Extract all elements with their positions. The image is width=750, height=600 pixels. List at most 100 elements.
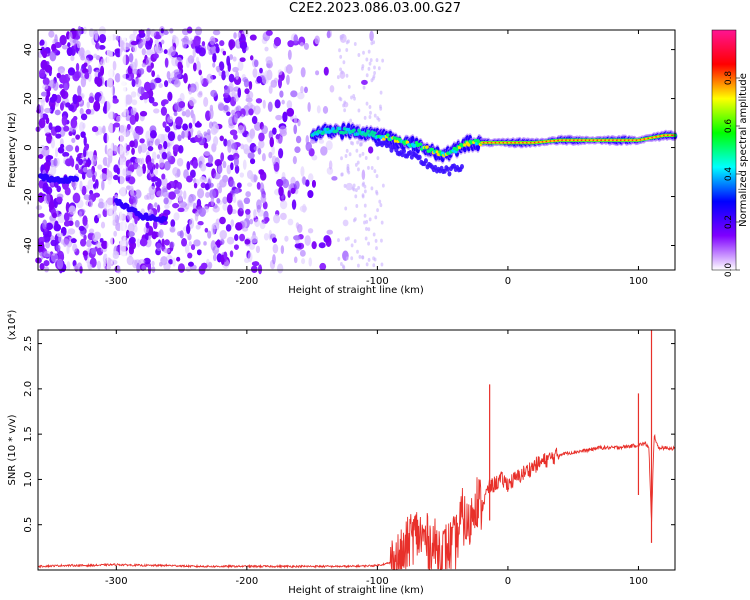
spectrogram-noise-blob <box>148 185 156 195</box>
spectrogram-noise-blob <box>226 236 235 245</box>
spectrogram-noise-blob <box>96 42 100 51</box>
spectrogram-noise-blob <box>299 42 304 47</box>
spectrogram-noise-blob <box>44 266 49 273</box>
spectrogram-noise-blob <box>229 180 236 188</box>
spectrogram-noise-blob <box>85 108 92 115</box>
spectrogram-noise-field <box>35 25 385 275</box>
spectrogram-gap <box>119 30 126 270</box>
spectrogram-noise-blob <box>369 58 373 63</box>
spectrogram-noise-blob <box>325 236 332 248</box>
spectrogram-noise-blob <box>308 173 314 182</box>
spectrogram-noise-blob <box>220 152 225 162</box>
spectrogram-noise-blob <box>172 202 180 209</box>
snr-x-axis: -300 -200 -100 0 100 <box>105 330 648 587</box>
spectrogram-noise-blob <box>151 231 157 240</box>
spectrogram-noise-blob <box>51 93 56 100</box>
spectrogram-noise-blob <box>208 121 213 129</box>
spectrogram-noise-blob <box>97 164 103 170</box>
spectrogram-noise-blob <box>168 45 177 57</box>
spectrogram-noise-blob <box>141 62 147 68</box>
spectrogram-noise-blob <box>167 116 174 123</box>
spectrogram-noise-blob <box>213 172 221 180</box>
spectrogram-noise-blob <box>194 122 202 128</box>
spectrogram-noise-blob <box>83 136 87 147</box>
spectrogram-noise-blob <box>169 227 176 233</box>
spectrogram-noise-blob <box>232 56 237 62</box>
spectrogram-noise-blob <box>64 220 71 227</box>
spectrogram-noise-blob <box>280 245 285 255</box>
spectrogram-noise-blob <box>293 34 299 44</box>
spectrogram-noise-blob <box>154 202 158 208</box>
spectrogram-noise-blob <box>54 147 59 158</box>
spectrogram-noise-blob <box>222 50 226 56</box>
spectrogram-noise-blob <box>374 215 378 220</box>
spectrogram-noise-blob <box>56 196 63 203</box>
spectrogram-noise-blob <box>200 182 206 189</box>
spectrogram-noise-blob <box>46 155 54 160</box>
spectrogram-noise-blob <box>179 230 184 239</box>
spectrogram-ridge-segment <box>423 158 428 164</box>
spectrogram-noise-blob <box>78 158 84 166</box>
spectrogram-noise-blob <box>45 222 54 231</box>
spectrogram-noise-blob <box>245 97 253 103</box>
spectrogram-noise-blob <box>272 254 276 265</box>
spectrogram-noise-blob <box>294 180 300 190</box>
spectrogram-noise-blob <box>102 208 108 218</box>
spectrogram-noise-blob <box>294 243 302 249</box>
spectrogram-noise-blob <box>176 256 181 262</box>
spectrogram-noise-blob <box>172 257 176 267</box>
spectrogram-noise-blob <box>161 99 166 107</box>
spectrogram-noise-blob <box>302 176 306 186</box>
spectrogram-noise-blob <box>249 218 254 225</box>
spectrogram-noise-blob <box>82 215 88 227</box>
spectrogram-noise-blob <box>156 190 164 197</box>
spectrogram-noise-blob <box>173 79 181 88</box>
spectrogram-noise-blob <box>95 241 102 248</box>
spectrogram-noise-blob <box>153 53 159 59</box>
spectrogram-noise-blob <box>345 73 349 78</box>
spectrogram-noise-blob <box>63 212 70 222</box>
spectrogram-noise-blob <box>247 182 253 187</box>
spectrogram-noise-blob <box>320 146 328 156</box>
spectrogram-noise-blob <box>281 99 285 105</box>
spectrogram-noise-blob <box>233 134 238 140</box>
spectrogram-noise-blob <box>160 39 165 45</box>
spectrogram-noise-blob <box>189 218 195 229</box>
spectrogram-noise-blob <box>367 241 370 246</box>
spectrogram-noise-blob <box>38 236 45 244</box>
spectrogram-noise-blob <box>286 107 295 117</box>
spectrogram-noise-blob <box>128 52 134 63</box>
spectrogram-noise-blob <box>196 61 201 72</box>
spectrogram-noise-blob <box>82 172 86 180</box>
spectrogram-ridge-core <box>436 152 441 157</box>
spectrogram-noise-blob <box>357 53 361 58</box>
spectrogram-noise-blob <box>156 204 161 213</box>
spectrogram-noise-blob <box>115 35 120 41</box>
spectrogram-noise-blob <box>271 155 277 165</box>
spectrogram-noise-blob <box>369 30 374 42</box>
spectrogram-noise-blob <box>67 228 76 235</box>
spectrogram-noise-blob <box>346 166 350 171</box>
snr-x-label: Height of straight line (km) <box>288 585 424 596</box>
spectrogram-noise-blob <box>352 183 356 188</box>
spectrogram-noise-blob <box>268 151 273 159</box>
spectrogram-noise-blob <box>223 104 229 112</box>
spectrogram-noise-blob <box>212 62 216 68</box>
spectrogram-noise-blob <box>132 44 138 53</box>
spectrogram-noise-blob <box>368 146 374 154</box>
spectrogram-noise-blob <box>80 113 88 121</box>
spectrogram-noise-blob <box>377 66 381 71</box>
spectrogram-ridge <box>38 121 678 224</box>
spectrogram-noise-blob <box>253 209 257 218</box>
spectrogram-noise-blob <box>380 238 383 243</box>
spectrogram-noise-blob <box>234 113 238 124</box>
spectrogram-noise-blob <box>340 172 344 177</box>
spectrogram-noise-blob <box>88 228 95 234</box>
spectrogram-noise-blob <box>151 260 155 267</box>
spectrogram-ridge-core <box>366 129 371 133</box>
spectrogram-noise-blob <box>146 65 152 73</box>
spectrogram-noise-blob <box>134 213 138 225</box>
spectrogram-noise-blob <box>368 115 372 120</box>
spectrogram-noise-blob <box>345 47 349 52</box>
